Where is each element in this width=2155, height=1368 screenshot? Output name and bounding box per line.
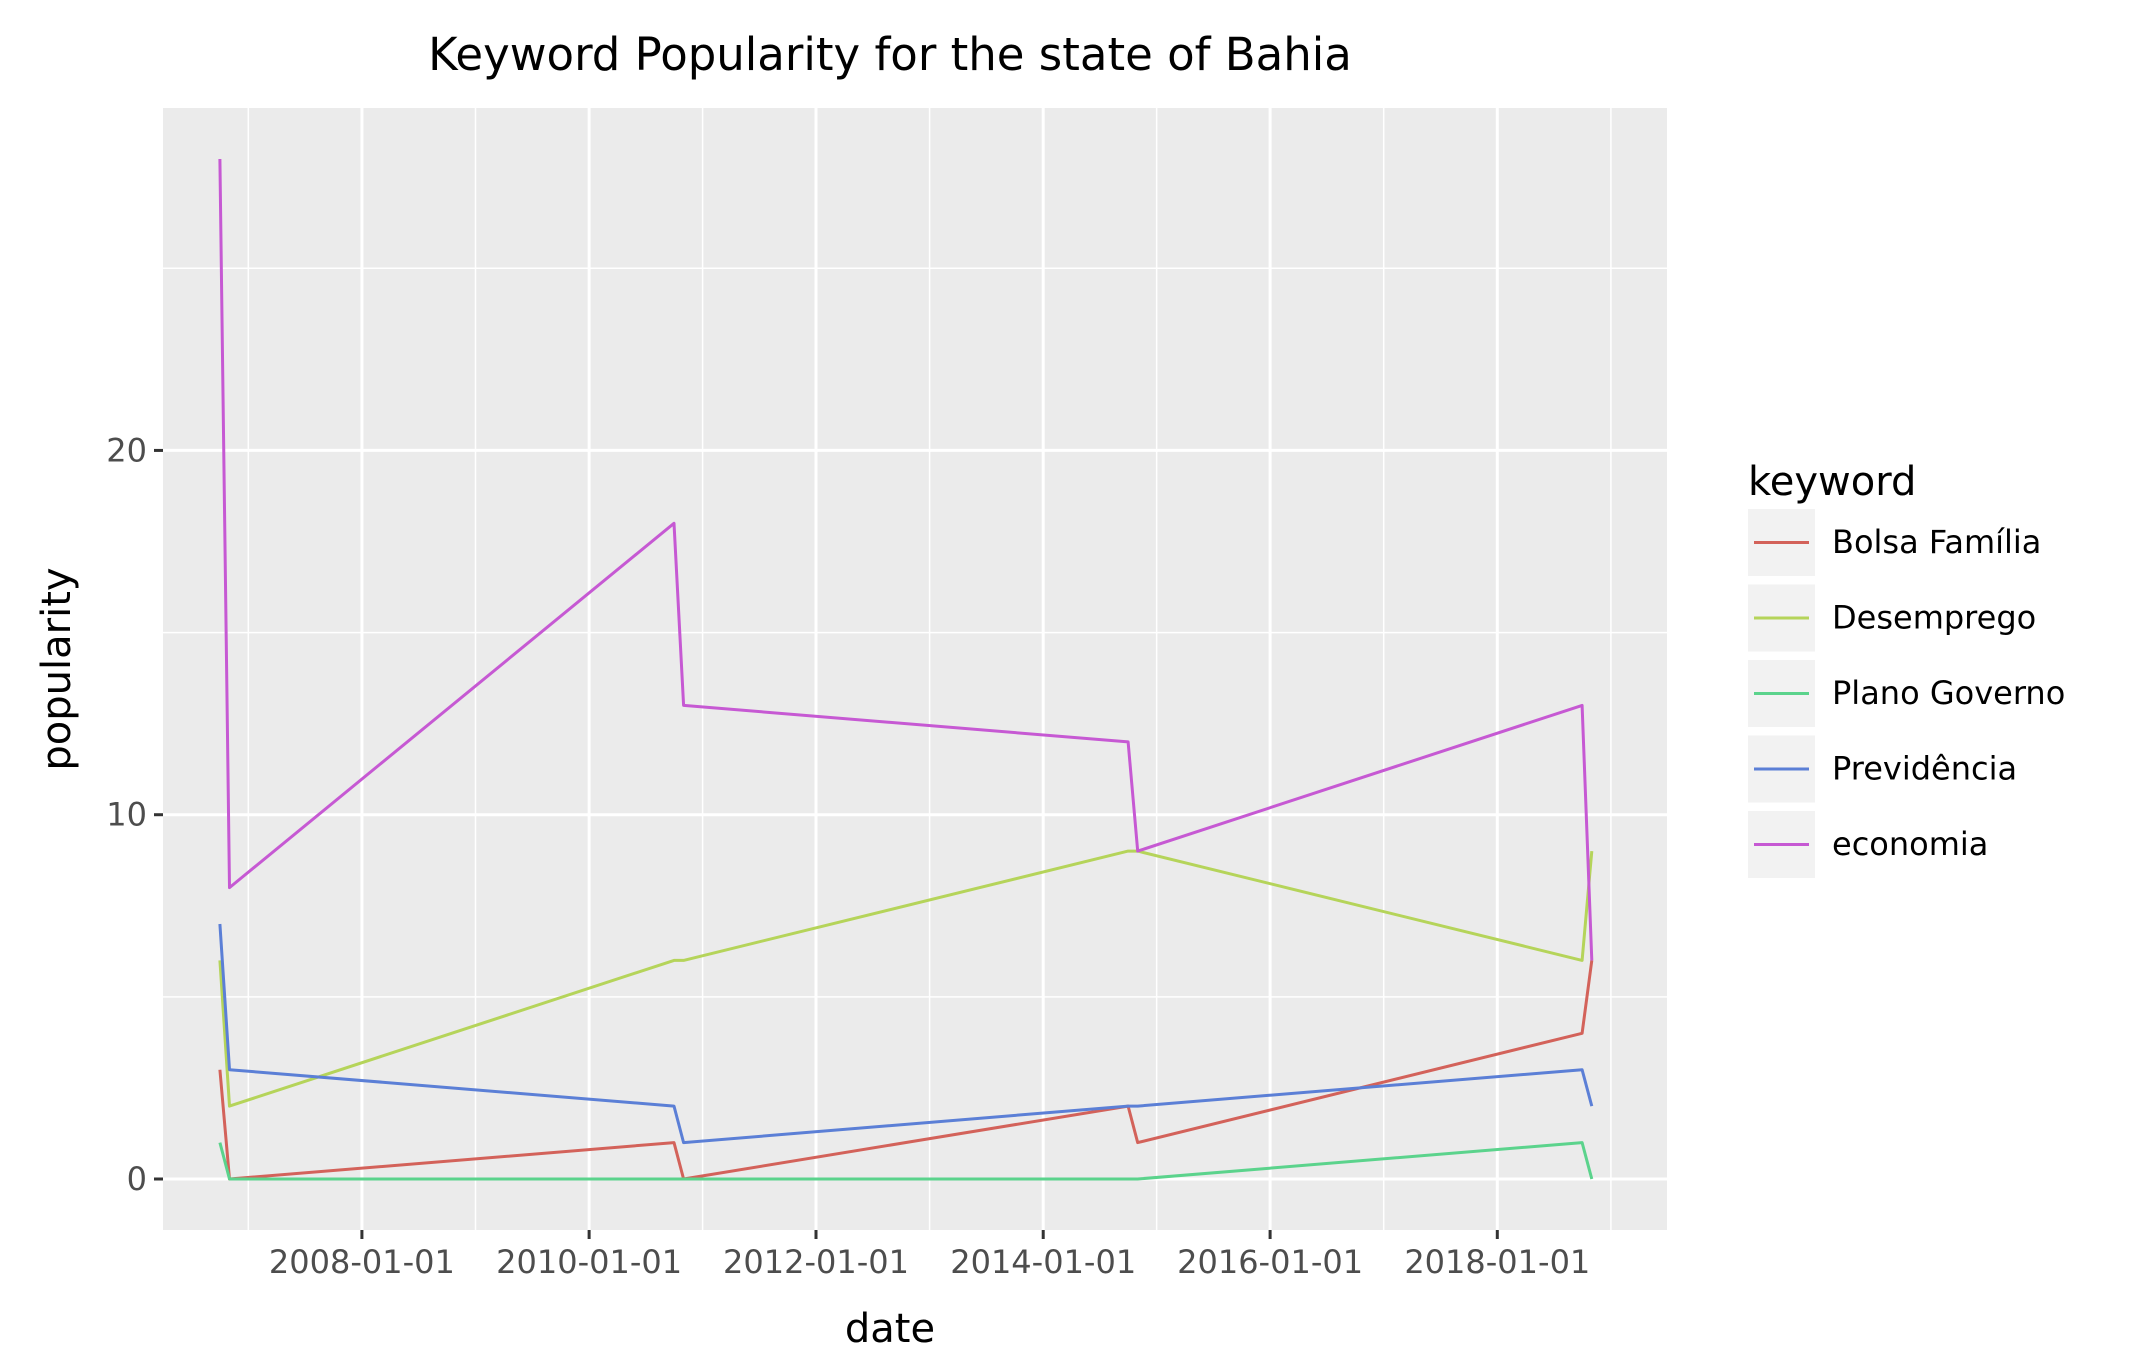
y-tick-label: 0 xyxy=(127,1160,147,1198)
legend-label-economia: economia xyxy=(1832,825,1988,863)
x-tick-label: 2008-01-01 xyxy=(269,1243,455,1281)
x-tick-label: 2010-01-01 xyxy=(496,1243,682,1281)
legend-title: keyword xyxy=(1748,459,1916,505)
x-axis: 2008-01-01 2010-01-01 2012-01-01 2014-01-01… xyxy=(269,1230,1590,1281)
x-tick-label: 2012-01-01 xyxy=(723,1243,909,1281)
series-line-bolsa-familia xyxy=(218,960,1594,1181)
series-lines xyxy=(218,158,1594,1181)
y-tick-label: 20 xyxy=(106,431,147,469)
y-axis: 0 10 20 xyxy=(106,431,163,1198)
x-tick-label: 2016-01-01 xyxy=(1177,1243,1363,1281)
x-tick-label: 2014-01-01 xyxy=(950,1243,1136,1281)
series-line-economia xyxy=(218,158,1594,961)
y-tick-label: 10 xyxy=(106,796,147,834)
legend-label-previdencia: Previdência xyxy=(1832,750,2017,788)
x-tick-label: 2018-01-01 xyxy=(1404,1243,1590,1281)
x-axis-title: date xyxy=(845,1306,935,1352)
legend: keyword Bolsa Família Desemprego Plano Gov… xyxy=(1748,459,2065,878)
plot-panel xyxy=(163,108,1667,1230)
legend-label-plano-governo: Plano Governo xyxy=(1832,674,2065,712)
minor-gridlines xyxy=(163,108,1667,1230)
y-axis-title: popularity xyxy=(34,567,80,770)
series-line-previdencia xyxy=(218,923,1594,1145)
series-line-desemprego xyxy=(218,849,1594,1108)
chart-title: Keyword Popularity for the state of Bahi… xyxy=(428,28,1352,81)
legend-label-bolsa-familia: Bolsa Família xyxy=(1832,523,2041,561)
legend-label-desemprego: Desemprego xyxy=(1832,599,2036,637)
series-line-plano-governo xyxy=(218,1141,1594,1181)
